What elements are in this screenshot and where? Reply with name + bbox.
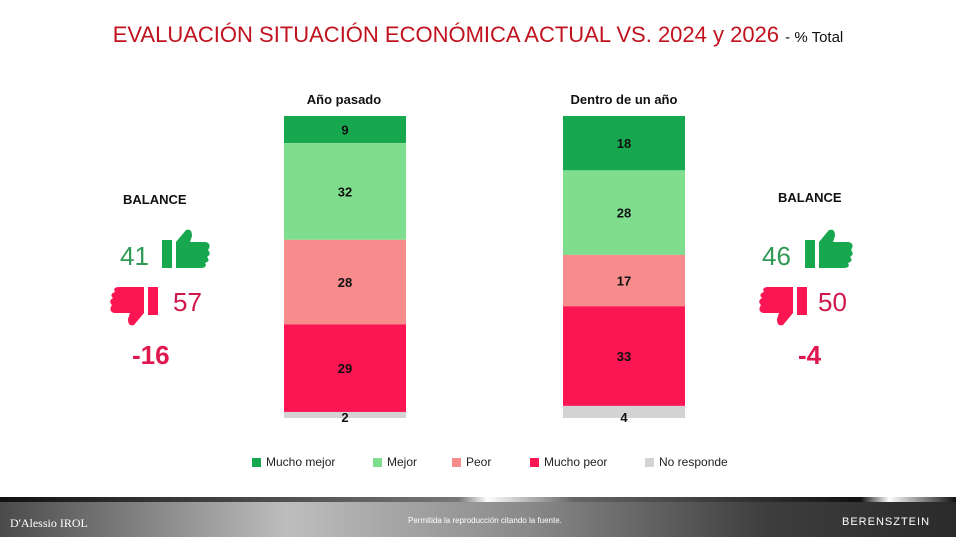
title-text: EVALUACIÓN SITUACIÓN ECONÓMICA ACTUAL VS… — [112, 22, 780, 47]
data-label: 32 — [338, 185, 352, 200]
data-label: 9 — [341, 123, 348, 138]
bar-segment — [284, 411, 406, 418]
bar-segment — [563, 306, 685, 406]
bar-segment — [563, 254, 685, 307]
bar-segment — [563, 170, 685, 255]
legend-item: No responde — [645, 455, 728, 469]
bar-segment — [563, 116, 685, 171]
legend-label: Mejor — [387, 455, 418, 469]
berensztein-logo: BERENSZTEIN — [842, 516, 931, 528]
bar-segment — [284, 324, 406, 412]
footer-note: Permitida la reproducción citando la fue… — [408, 516, 562, 525]
balance-net: -16 — [132, 340, 170, 370]
thumbs-down-icon — [759, 287, 807, 326]
data-label: 2 — [341, 410, 348, 425]
category-label: Dentro de un año — [570, 92, 678, 107]
balance-negative: 50 — [818, 287, 847, 317]
balance-net: -4 — [798, 340, 822, 370]
data-label: 29 — [338, 361, 352, 376]
footer-divider — [0, 497, 956, 502]
legend-swatch — [252, 457, 261, 467]
data-label: 28 — [617, 206, 631, 221]
category-label: Año pasado — [306, 92, 382, 107]
legend-item: Mucho peor — [530, 455, 607, 469]
balance-label: BALANCE — [778, 190, 842, 205]
legend-item: Mejor — [373, 455, 417, 469]
legend-label: Mucho mejor — [266, 455, 336, 469]
legend-swatch — [530, 457, 539, 467]
data-label: 33 — [617, 349, 631, 364]
balance-positive: 41 — [120, 241, 149, 271]
thumbs-up-icon — [162, 229, 210, 268]
data-label: 17 — [617, 274, 631, 289]
legend-label: Mucho peor — [544, 455, 608, 469]
bar-segment — [284, 143, 406, 240]
stacked-bar-chart: 9 32 28 29 2 18 28 17 33 4 — [284, 116, 685, 425]
dalessio-logo: D'Alessio IROL — [10, 516, 88, 530]
legend-item: Peor — [452, 455, 491, 469]
balance-positive: 46 — [762, 241, 791, 271]
balance-label: BALANCE — [123, 192, 187, 207]
bar-segment — [284, 116, 406, 144]
legend-swatch — [373, 457, 382, 467]
balance-negative: 57 — [173, 287, 202, 317]
data-label: 4 — [620, 410, 628, 425]
legend-item: Mucho mejor — [252, 455, 335, 469]
footer: D'Alessio IROL Permitida la reproducción… — [0, 497, 956, 537]
data-label: 28 — [338, 275, 352, 290]
data-label: 18 — [617, 136, 631, 151]
bar-segment — [284, 239, 406, 325]
legend-swatch — [645, 457, 654, 467]
legend-swatch — [452, 457, 461, 467]
thumbs-up-icon — [805, 229, 853, 268]
legend-label: Peor — [466, 455, 492, 469]
bar-segment — [563, 405, 685, 418]
subtitle: - % Total — [785, 29, 844, 46]
legend-label: No responde — [659, 455, 728, 469]
chart-title: EVALUACIÓN SITUACIÓN ECONÓMICA ACTUAL VS… — [0, 22, 956, 48]
thumbs-down-icon — [110, 287, 158, 326]
